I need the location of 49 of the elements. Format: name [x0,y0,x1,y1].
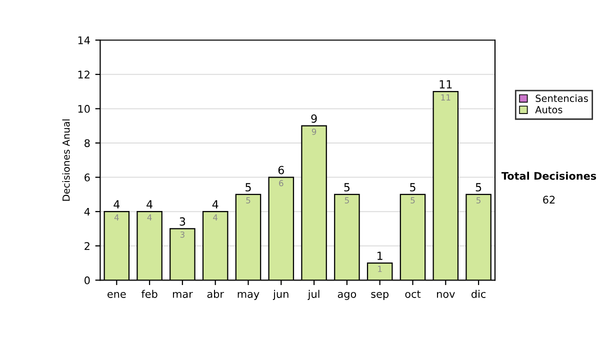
data-label: 5 [410,197,415,204]
data-label: 5 [344,197,349,204]
data-label: 3 [180,231,184,238]
text: Total Decisiones [501,172,596,180]
y-tick-label: 8 [84,139,90,148]
x-tick-label: ene [108,292,126,298]
x-tick-label: sep [371,292,389,300]
data-label: 9 [312,128,316,135]
total-label: 5 [410,183,416,192]
x-tick-label: jul [308,290,320,300]
y-tick-label: 0 [84,276,90,284]
total-label: 4 [146,200,152,208]
data-label: 4 [147,214,152,220]
data-label: 6 [279,180,284,186]
total-label: 1 [378,252,382,260]
total-label: 5 [476,183,482,192]
x-tick-label: abr [207,290,224,298]
total-label: 9 [311,114,317,123]
total-label: 4 [212,200,218,208]
x-tick-label: feb [141,290,158,298]
total-label: 5 [344,183,350,192]
x-tick-label: nov [437,292,455,298]
y-tick-label: 10 [78,104,90,113]
y-axis-title: Decisiones Anual [62,119,70,201]
x-tick-label: may [238,292,260,300]
data-label: 5 [246,197,250,204]
data-label: 4 [114,214,119,220]
x-tick-label: ago [338,292,356,300]
total-label: 5 [246,183,251,192]
total-label: 6 [278,166,284,174]
y-tick-label: 2 [84,242,90,250]
text: 62 [543,196,555,204]
data-label: 1 [378,266,382,272]
data-label: 11 [441,94,450,100]
x-tick-label: jun [272,290,288,300]
legend-label: Autos [535,106,562,114]
data-label: 4 [213,214,218,220]
y-tick-label: 6 [84,174,90,182]
x-tick-label: mar [172,292,193,298]
data-label: 5 [476,197,480,204]
total-label: 4 [114,200,120,208]
y-tick-label: 12 [78,70,90,78]
total-label: 11 [440,80,452,88]
total-label: 3 [180,217,186,226]
y-tick-label: 4 [84,208,90,216]
x-tick-label: dic [472,290,486,298]
x-tick-label: oct [405,290,421,298]
legend-label: Sentencias [536,94,588,102]
y-tick-label: 14 [78,36,90,44]
